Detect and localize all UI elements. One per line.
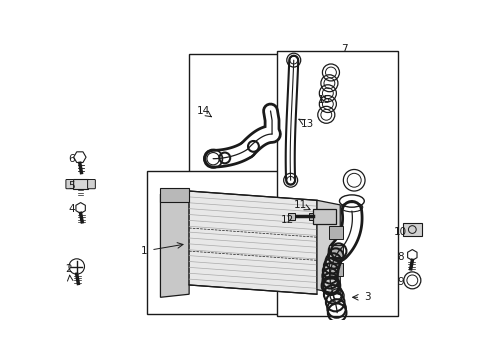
Text: 4: 4 (68, 204, 74, 214)
FancyBboxPatch shape (88, 180, 96, 189)
Text: 8: 8 (397, 252, 404, 262)
Text: 11: 11 (294, 200, 307, 210)
Text: 7: 7 (342, 44, 348, 54)
Bar (277, 51, 398, 316)
Text: 14: 14 (196, 106, 210, 116)
Bar (73, 180, 88, 189)
Text: 2: 2 (66, 264, 73, 274)
Polygon shape (317, 200, 340, 294)
Text: 15: 15 (318, 95, 331, 105)
Bar (160, 188, 189, 202)
Bar (189, 54, 352, 186)
Text: 9: 9 (397, 277, 404, 287)
Text: 13: 13 (301, 119, 314, 129)
Text: 6: 6 (68, 154, 74, 165)
Bar (288, 213, 294, 220)
Text: 1: 1 (141, 246, 147, 256)
Text: 10: 10 (394, 227, 407, 237)
Bar (329, 226, 343, 239)
Bar (329, 264, 343, 276)
Text: 12: 12 (281, 215, 294, 225)
Text: 3: 3 (364, 292, 371, 302)
Bar (313, 209, 336, 224)
Polygon shape (160, 191, 189, 297)
Bar (309, 213, 313, 220)
FancyBboxPatch shape (66, 180, 74, 189)
Text: 5: 5 (68, 181, 74, 192)
Polygon shape (189, 191, 317, 294)
Bar (147, 171, 349, 314)
Bar (329, 245, 343, 257)
Bar (403, 223, 421, 236)
